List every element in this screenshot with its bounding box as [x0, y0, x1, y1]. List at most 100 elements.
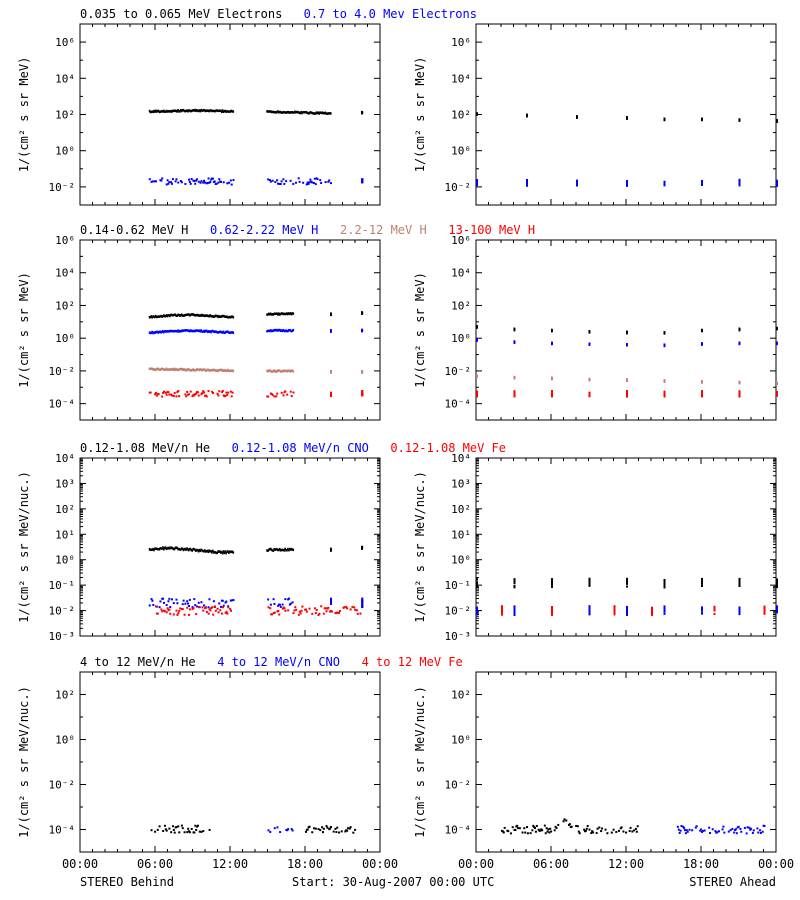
data-point — [177, 181, 180, 184]
data-point — [167, 391, 170, 394]
data-point — [169, 110, 171, 113]
data-point — [738, 391, 741, 394]
data-point — [225, 551, 227, 555]
data-point — [287, 828, 290, 831]
data-point — [172, 330, 175, 333]
data-point — [222, 330, 225, 333]
data-point — [171, 598, 174, 601]
y-tick-label: 10¹ — [451, 528, 471, 541]
data-point — [150, 315, 153, 318]
data-point — [617, 829, 620, 832]
data-point — [148, 604, 151, 607]
data-point — [193, 394, 196, 397]
data-point — [286, 111, 288, 114]
data-point — [534, 826, 537, 829]
data-point — [198, 368, 201, 372]
data-point — [276, 370, 278, 373]
data-point — [211, 109, 213, 113]
data-point — [172, 313, 175, 317]
data-point — [189, 109, 192, 113]
data-point — [323, 112, 326, 115]
data-point — [284, 547, 286, 551]
data-point — [277, 182, 280, 185]
data-point — [227, 550, 229, 553]
data-point — [195, 548, 198, 552]
data-point — [174, 109, 177, 112]
data-point — [231, 550, 234, 553]
data-point — [222, 314, 225, 318]
data-point — [184, 369, 186, 372]
data-point — [159, 368, 162, 372]
data-point — [267, 549, 269, 553]
data-point — [329, 112, 331, 115]
data-point — [738, 342, 741, 345]
data-point — [158, 330, 161, 334]
data-point — [776, 584, 778, 587]
data-point — [173, 367, 176, 371]
data-point — [286, 329, 288, 333]
data-point — [228, 110, 231, 113]
data-point — [626, 605, 628, 608]
data-point — [476, 609, 478, 612]
data-point — [277, 369, 279, 372]
data-point — [701, 584, 703, 587]
data-point — [776, 605, 778, 608]
data-point — [209, 180, 212, 183]
data-point — [201, 109, 203, 112]
data-point — [226, 315, 228, 318]
data-point — [285, 369, 287, 373]
data-point — [216, 369, 219, 372]
data-point — [663, 391, 666, 394]
data-point — [188, 598, 191, 601]
data-point — [149, 391, 152, 394]
data-point — [269, 547, 272, 551]
data-point — [289, 329, 292, 332]
data-point — [162, 546, 164, 549]
data-point — [723, 831, 726, 834]
data-point — [230, 599, 233, 602]
data-point — [149, 110, 152, 114]
data-point — [330, 112, 332, 115]
data-point — [221, 552, 224, 555]
data-point — [626, 390, 628, 393]
data-point — [148, 109, 151, 113]
data-point — [701, 830, 704, 833]
data-point — [198, 329, 201, 332]
data-point — [166, 330, 169, 333]
data-point — [186, 606, 189, 609]
data-point — [274, 110, 276, 114]
data-point — [166, 179, 169, 182]
data-point — [336, 826, 339, 829]
data-point — [163, 109, 165, 112]
data-point — [162, 830, 165, 833]
data-point — [212, 329, 214, 333]
data-point — [210, 330, 212, 334]
data-point — [576, 115, 578, 118]
data-point — [194, 369, 196, 372]
data-point — [204, 314, 207, 317]
data-point — [303, 111, 306, 114]
data-point — [184, 313, 186, 317]
data-point — [583, 828, 586, 831]
data-point — [183, 831, 186, 834]
data-point — [651, 611, 653, 614]
data-point — [266, 313, 268, 316]
y-tick-label: 10² — [451, 109, 471, 122]
data-point — [276, 826, 279, 829]
data-point — [476, 583, 478, 586]
data-point — [189, 329, 192, 332]
data-point — [270, 329, 273, 333]
data-point — [192, 313, 195, 316]
data-point — [218, 178, 221, 181]
data-point — [226, 182, 229, 185]
y-axis-label: 1/(cm² s sr MeV/nuc.) — [17, 471, 31, 623]
data-point — [190, 329, 193, 333]
data-point — [270, 370, 273, 373]
data-point — [279, 831, 282, 834]
data-point — [287, 312, 290, 315]
data-point — [163, 330, 166, 333]
data-point — [268, 547, 271, 551]
data-point — [346, 829, 349, 832]
data-point — [189, 547, 192, 551]
data-point — [526, 114, 528, 117]
